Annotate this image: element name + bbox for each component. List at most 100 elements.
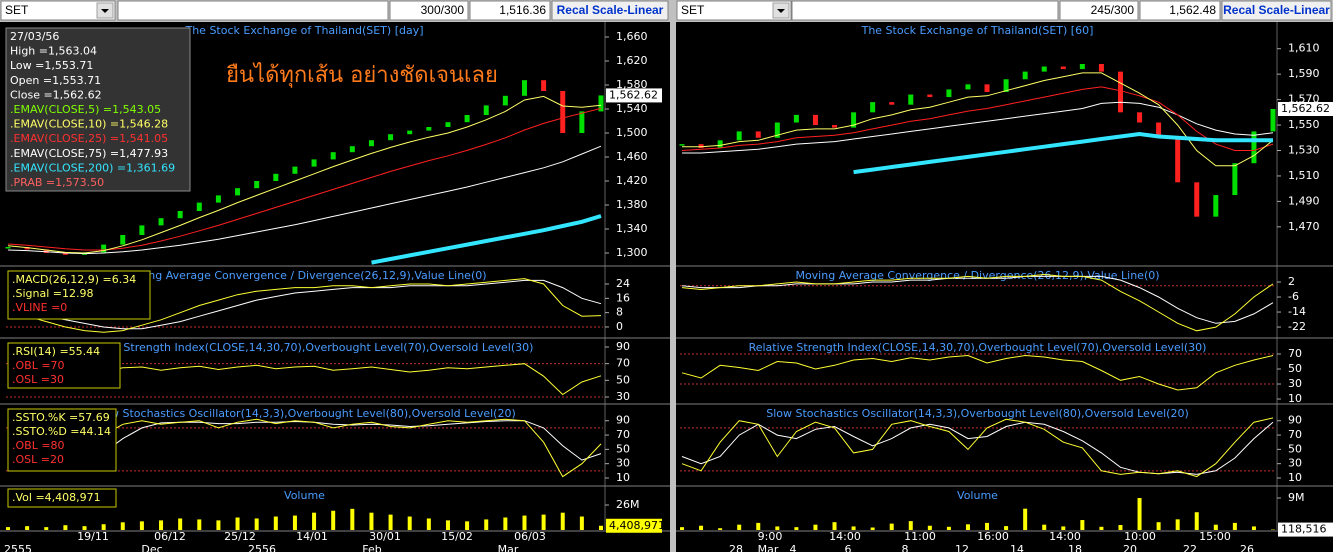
y-tick-label: -6: [1288, 290, 1299, 303]
info-line: .MACD(26,12,9) =6.34: [12, 273, 136, 286]
x-tick-label: 06/03: [514, 530, 546, 543]
pane-title: Relative Strength Index(CLOSE,14,30,70),…: [749, 341, 1207, 354]
last-value: 1,562.62: [1281, 102, 1330, 115]
volume-bar: [484, 519, 489, 530]
header-field: [791, 0, 1059, 21]
candle: [793, 114, 799, 123]
candle: [5, 247, 11, 249]
symbol-dropdown[interactable]: [676, 0, 792, 21]
pane-title: Moving Average Convergence / Divergence(…: [795, 269, 1159, 282]
x-tick-label: 06/12: [154, 530, 186, 543]
info-box: [5, 27, 191, 192]
volume-bar: [775, 526, 780, 530]
info-line: .SSTO.%K =57.69: [12, 411, 110, 424]
candle: [560, 91, 566, 133]
pane-title: The Stock Exchange of Thailand(SET) [60]: [861, 24, 1094, 37]
volume-bar: [1232, 522, 1237, 530]
info-line: .OBL =70: [12, 359, 65, 372]
x-tick-label-2: 8: [902, 543, 909, 552]
candle: [851, 112, 857, 128]
candle: [426, 127, 432, 131]
volume-bar: [312, 512, 317, 530]
symbol-dropdown[interactable]: [0, 0, 116, 21]
candle: [521, 80, 527, 96]
candle: [1156, 122, 1162, 138]
bar-count: 300/300: [421, 3, 465, 17]
volume-bar: [350, 508, 355, 530]
candle: [832, 125, 838, 128]
volume-bar: [159, 520, 164, 530]
candle: [254, 181, 260, 189]
x-tick-label: 14:00: [1049, 530, 1081, 543]
info-line: 27/03/56: [10, 30, 59, 43]
volume-bar: [1023, 508, 1028, 530]
volume-bar: [1137, 498, 1142, 530]
volume-bar: [292, 515, 297, 530]
last-value: 1,562.62: [609, 88, 658, 101]
candle: [1079, 63, 1085, 70]
pane-title: Slow Stochastics Oscillator(14,3,3),Over…: [93, 407, 516, 420]
x-tick-label-2: 28: [729, 543, 743, 552]
candle: [196, 202, 202, 211]
y-tick-label: 1,510: [1288, 169, 1320, 182]
candle: [235, 188, 241, 196]
x-tick-label-2: 4: [790, 543, 797, 552]
info-line: Close =1,562.62: [10, 88, 102, 101]
recal-button[interactable]: [551, 0, 669, 21]
candle: [1041, 66, 1047, 72]
dropdown-arrow: [777, 9, 785, 13]
pane-title: Relative Strength Index(CLOSE,14,30,70),…: [76, 341, 534, 354]
candle: [679, 144, 685, 146]
candle: [908, 94, 914, 105]
x-tick-label: 15/02: [441, 530, 473, 543]
info-line: High =1,563.04: [10, 45, 97, 58]
volume-bar: [699, 525, 704, 530]
y-tick-label: 1,380: [616, 198, 648, 211]
y-tick-label: 1,300: [616, 246, 648, 259]
volume-bar: [82, 526, 87, 530]
y-tick-label: 10: [1288, 392, 1302, 405]
y-tick-label: 30: [616, 457, 630, 470]
recal-button-label: Recal Scale-Linear: [557, 3, 664, 17]
candle: [984, 84, 990, 92]
header-price: 1,562.48: [1169, 3, 1216, 17]
candle: [698, 144, 704, 148]
candle: [946, 89, 952, 98]
y-tick-label: 1,610: [1288, 42, 1320, 55]
volume-bar: [216, 520, 221, 530]
info-line: .Vol =4,408,971: [12, 491, 101, 504]
volume-bar: [813, 524, 818, 530]
y-tick-label: 1,460: [616, 150, 648, 163]
volume-bar: [178, 518, 183, 530]
recal-button[interactable]: [1221, 0, 1332, 21]
candle: [273, 173, 279, 181]
candle: [579, 111, 585, 133]
indicator-line: [681, 86, 1274, 151]
x-tick-label-2: 18: [1068, 543, 1082, 552]
header-field: [117, 0, 389, 21]
candle: [927, 94, 933, 98]
y-tick-label: -14: [1288, 305, 1306, 318]
volume-bar: [101, 524, 106, 530]
volume-bar: [235, 517, 240, 530]
info-box: [7, 270, 151, 320]
info-line: .EMAV(CLOSE,200) =1,361.69: [10, 161, 175, 174]
volume-bar: [832, 522, 837, 530]
x-tick-label-2: 14: [1010, 543, 1024, 552]
info-line: .OBL =80: [12, 439, 65, 452]
volume-bar: [1175, 519, 1180, 530]
candle: [120, 235, 126, 245]
candle: [158, 218, 164, 226]
candle: [1003, 79, 1009, 92]
candle: [139, 225, 145, 235]
candle: [755, 131, 761, 138]
x-tick-label: 14:00: [829, 530, 861, 543]
candle: [215, 195, 221, 203]
candle: [177, 211, 183, 219]
candle: [101, 244, 107, 253]
candle: [388, 134, 394, 141]
y-tick-label: 50: [616, 373, 630, 386]
x-tick-label-2: 6: [845, 543, 852, 552]
y-tick-label: 8: [616, 306, 623, 319]
volume-bar: [503, 517, 508, 530]
